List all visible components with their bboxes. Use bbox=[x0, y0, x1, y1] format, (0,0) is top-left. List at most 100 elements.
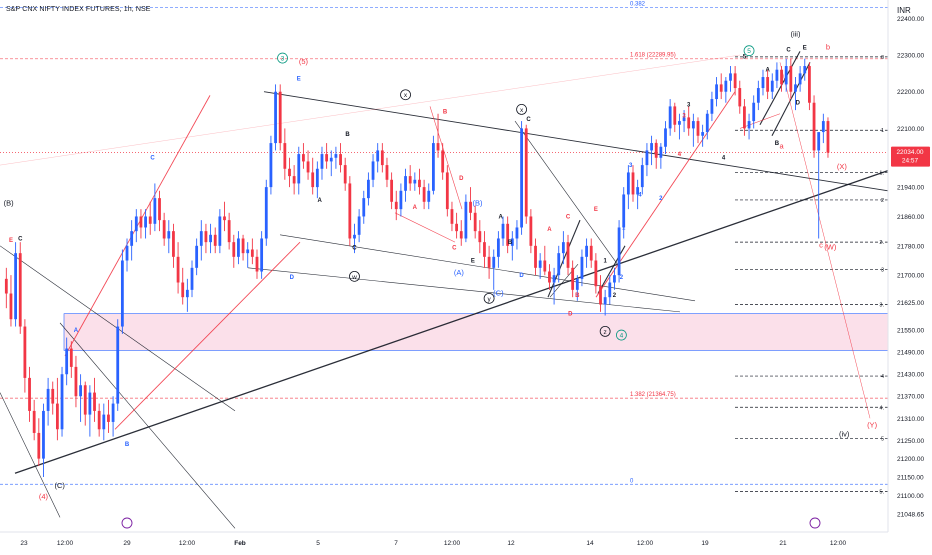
candle-body bbox=[645, 150, 649, 166]
candle-body bbox=[483, 242, 486, 257]
price-tick-label: 21490.00 bbox=[897, 350, 924, 357]
minor-wave-label: C bbox=[352, 245, 357, 251]
candle-body bbox=[445, 172, 449, 210]
candle-body bbox=[580, 256, 584, 279]
candle-body bbox=[455, 223, 459, 232]
candle-body bbox=[766, 77, 770, 92]
candle-body bbox=[538, 260, 542, 268]
candle-body bbox=[111, 403, 115, 422]
circled-wave-label: 5 bbox=[747, 48, 751, 55]
candle-body bbox=[9, 293, 13, 320]
candle-body bbox=[729, 73, 732, 81]
trend-line bbox=[0, 54, 741, 166]
candle-body bbox=[223, 216, 226, 221]
extension-level-label: 5 bbox=[881, 436, 884, 442]
minor-wave-label: A bbox=[765, 68, 770, 74]
time-tick-label: 7 bbox=[394, 540, 398, 547]
price-tick-label: 22400.00 bbox=[897, 16, 924, 23]
minor-wave-label: 1 bbox=[622, 225, 626, 231]
minor-wave-label: 1 bbox=[655, 143, 659, 149]
candle-body bbox=[450, 209, 454, 224]
minor-wave-label: A bbox=[499, 214, 504, 220]
candle-body bbox=[65, 348, 69, 375]
candle-body bbox=[775, 69, 779, 81]
time-tick-label: 14 bbox=[586, 540, 594, 547]
wave-label: (iv) bbox=[839, 430, 850, 439]
candle-body bbox=[97, 410, 101, 430]
chart-title: S&P CNX NIFTY INDEX FUTURES, 1h, NSE bbox=[6, 6, 151, 13]
trend-line bbox=[597, 245, 626, 294]
event-marker-icon bbox=[809, 517, 821, 529]
candle-body bbox=[107, 414, 110, 422]
wave-label: (C) bbox=[493, 288, 504, 297]
minor-wave-label: 2 bbox=[613, 293, 617, 299]
candle-body bbox=[288, 168, 291, 177]
candle-body bbox=[756, 88, 760, 103]
minor-wave-label: E bbox=[9, 238, 13, 244]
candle-body bbox=[162, 220, 166, 239]
candle-body bbox=[640, 165, 644, 188]
time-tick-label: 12:00 bbox=[179, 540, 196, 547]
minor-wave-label: C bbox=[526, 117, 531, 123]
candle-body bbox=[817, 132, 821, 151]
candle-body bbox=[701, 132, 705, 136]
candle-body bbox=[190, 267, 194, 290]
minor-wave-label: 3 bbox=[682, 113, 686, 119]
trend-line bbox=[771, 62, 811, 137]
minor-wave-label: B bbox=[443, 110, 448, 116]
candle-body bbox=[585, 245, 588, 257]
time-tick-label: 5 bbox=[316, 540, 320, 547]
candle-body bbox=[780, 69, 783, 85]
candle-body bbox=[636, 187, 640, 195]
fib-level-label: 0 bbox=[630, 478, 634, 484]
candle-body bbox=[510, 238, 514, 246]
candle-body bbox=[93, 392, 96, 411]
candle-body bbox=[315, 168, 319, 188]
wave-circle bbox=[516, 104, 527, 115]
candle-body bbox=[724, 80, 728, 92]
candle-body bbox=[608, 282, 612, 298]
candle-body bbox=[376, 150, 380, 162]
trend-line bbox=[739, 113, 781, 129]
trend-line bbox=[514, 120, 621, 269]
candle-body bbox=[798, 73, 802, 85]
current-price-badge bbox=[891, 146, 930, 167]
price-tick-label: 21430.00 bbox=[897, 372, 924, 379]
candle-body bbox=[367, 179, 370, 199]
minor-wave-label: D bbox=[796, 101, 801, 107]
extension-level-label: 4. bbox=[879, 405, 884, 411]
candle-body bbox=[237, 238, 240, 257]
extension-level-label: 3 bbox=[881, 268, 884, 274]
price-tick-label: 21048.65 bbox=[897, 512, 924, 519]
candle-body bbox=[803, 66, 807, 74]
candle-body bbox=[408, 176, 412, 184]
candle-body bbox=[274, 91, 277, 144]
candle-body bbox=[18, 253, 22, 327]
candle-body bbox=[195, 245, 199, 268]
trend-line bbox=[547, 219, 581, 298]
candle-body bbox=[264, 187, 268, 239]
minor-wave-label: 4 bbox=[638, 192, 642, 198]
price-axis-bg bbox=[888, 0, 932, 550]
minor-wave-label: C bbox=[150, 156, 155, 162]
time-tick-label: 21 bbox=[779, 540, 787, 547]
extension-level-label: 4 bbox=[881, 374, 884, 380]
wave-label: b bbox=[826, 43, 830, 52]
candle-body bbox=[747, 121, 751, 129]
fib-level-label: 0.382 bbox=[630, 1, 646, 7]
candle-body bbox=[501, 223, 505, 239]
minor-wave-label: 5 bbox=[743, 55, 747, 61]
candle-body bbox=[227, 220, 231, 243]
candle-body bbox=[325, 154, 329, 162]
candle-body bbox=[478, 231, 482, 243]
candle-body bbox=[172, 231, 175, 257]
trend-line bbox=[247, 267, 681, 313]
currency-label: INR bbox=[897, 6, 911, 15]
candle-body bbox=[213, 234, 217, 246]
minor-wave-label: 2 bbox=[620, 275, 624, 281]
candle-body bbox=[32, 410, 36, 433]
wave-label: (5) bbox=[299, 57, 309, 66]
price-tick-label: 21150.00 bbox=[897, 474, 924, 481]
